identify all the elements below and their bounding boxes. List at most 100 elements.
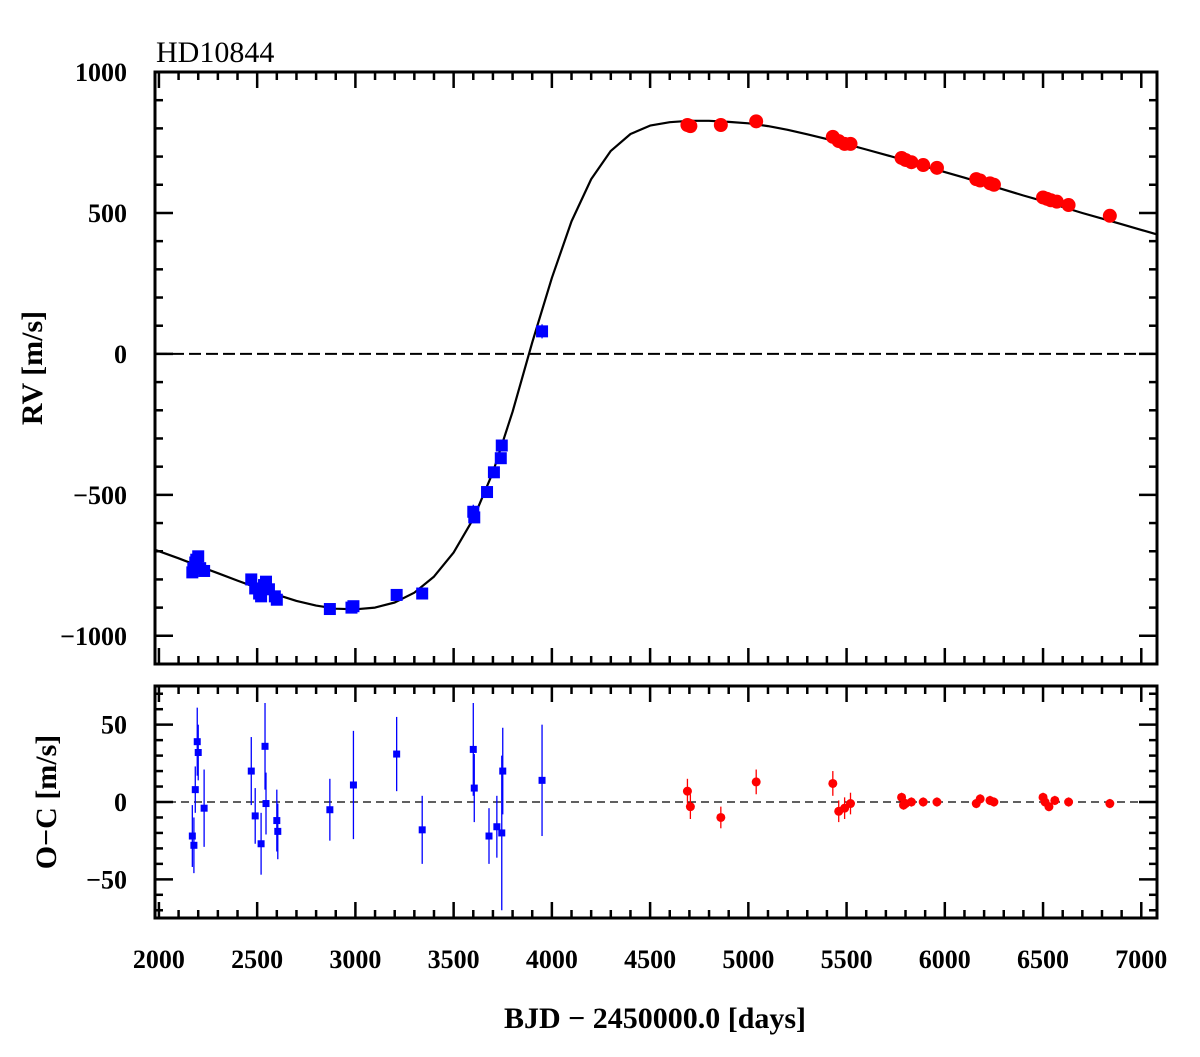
data-point-circle <box>1064 797 1074 807</box>
x-tick-label: 6000 <box>919 945 971 974</box>
data-point-square <box>262 800 270 808</box>
data-point-circle <box>986 177 1001 192</box>
data-point-square <box>416 587 429 600</box>
rv-frame <box>153 70 1159 666</box>
rv-y-tick-label: −500 <box>73 481 127 510</box>
data-point-square <box>247 767 255 775</box>
data-point-circle <box>683 119 698 134</box>
x-tick-label: 6500 <box>1017 945 1069 974</box>
data-point-square <box>495 439 508 452</box>
rv-y-tick-label: −1000 <box>60 622 127 651</box>
rv-y-tick-label: 0 <box>114 340 127 369</box>
data-point-square <box>418 826 426 834</box>
residuals-frame <box>153 684 1159 920</box>
residual-axis-label: O−C [m/s] <box>30 735 63 870</box>
data-point-circle <box>828 778 838 788</box>
data-point-circle <box>916 158 931 173</box>
data-point-circle <box>685 802 695 812</box>
data-point-square <box>274 827 282 835</box>
data-point-circle <box>716 812 726 822</box>
data-point-square <box>485 832 493 840</box>
x-tick-label: 4000 <box>526 945 578 974</box>
x-tick-label: 3500 <box>428 945 480 974</box>
rv-y-tick-label: 500 <box>88 199 127 228</box>
rv-ticks <box>155 70 1157 666</box>
x-tick-label: 2000 <box>133 945 185 974</box>
data-point-square <box>251 812 259 820</box>
x-tick-label: 5500 <box>821 945 873 974</box>
data-point-square <box>349 781 357 789</box>
axis-ticks <box>155 70 1157 918</box>
x-tick-label: 5000 <box>722 945 774 974</box>
residuals-ticks <box>155 686 1157 918</box>
data-point-circle <box>906 797 916 807</box>
data-point-square <box>188 832 196 840</box>
rv-axis-label: RV [m/s] <box>16 311 49 425</box>
data-point-circle <box>843 136 858 151</box>
data-point-square <box>200 804 208 812</box>
data-point-square <box>470 784 478 792</box>
data-point-square <box>493 823 501 831</box>
data-point-circle <box>713 117 728 132</box>
data-point-circle <box>975 794 985 804</box>
data-point-circle <box>749 114 764 129</box>
residuals-data <box>155 703 1157 911</box>
data-point-square <box>487 466 500 479</box>
data-point-square <box>481 486 494 499</box>
panel-frames <box>153 70 1159 920</box>
data-point-circle <box>1049 194 1064 209</box>
data-point-circle <box>1050 795 1060 805</box>
data-point-square <box>193 738 201 746</box>
data-point-circle <box>904 155 919 170</box>
data-point-square <box>498 829 506 837</box>
data-point-circle <box>929 160 944 175</box>
chart-title: HD10844 <box>156 36 274 69</box>
data-point-square <box>499 767 507 775</box>
data-point-circle <box>1044 802 1054 812</box>
data-point-square <box>468 511 481 524</box>
data-point-square <box>326 806 334 814</box>
x-axis-label: BJD − 2450000.0 [days] <box>504 1002 806 1035</box>
axis-text: HD10844 RV [m/s] O−C [m/s] BJD − 2450000… <box>16 36 1167 1035</box>
data-point-square <box>323 603 336 616</box>
data-point-circle <box>918 797 928 807</box>
x-tick-label: 4500 <box>624 945 676 974</box>
data-point-square <box>538 776 546 784</box>
rv-series-blue <box>186 324 549 616</box>
rv-data <box>155 114 1157 616</box>
data-point-circle <box>751 777 761 787</box>
rv-series-red <box>680 114 1117 223</box>
data-point-square <box>494 452 507 465</box>
data-point-square <box>347 600 360 613</box>
x-tick-label: 3000 <box>329 945 381 974</box>
data-point-circle <box>1105 799 1115 809</box>
x-tick-label: 2500 <box>231 945 283 974</box>
data-point-square <box>261 742 269 750</box>
data-point-square <box>257 840 265 848</box>
model-curve <box>155 119 1157 611</box>
data-point-circle <box>1102 208 1117 223</box>
data-point-square <box>273 817 281 825</box>
data-point-square <box>390 588 403 601</box>
residuals-series-blue <box>188 703 546 911</box>
data-point-square <box>270 593 283 606</box>
data-point-circle <box>1061 198 1076 213</box>
data-point-square <box>536 325 549 338</box>
x-tick-label: 7000 <box>1115 945 1167 974</box>
residuals-y-tick-label: −50 <box>86 865 127 894</box>
residuals-series-red <box>682 769 1115 829</box>
rv-y-tick-label: 1000 <box>75 58 127 87</box>
data-point-square <box>191 786 199 794</box>
data-point-square <box>192 550 205 563</box>
data-point-square <box>245 573 258 586</box>
data-point-circle <box>932 797 942 807</box>
data-point-circle <box>846 799 856 809</box>
data-point-square <box>198 564 211 577</box>
data-point-square <box>190 841 198 849</box>
data-point-circle <box>682 786 692 796</box>
data-point-circle <box>989 797 999 807</box>
data-point-square <box>469 745 477 753</box>
data-point-square <box>393 750 401 758</box>
